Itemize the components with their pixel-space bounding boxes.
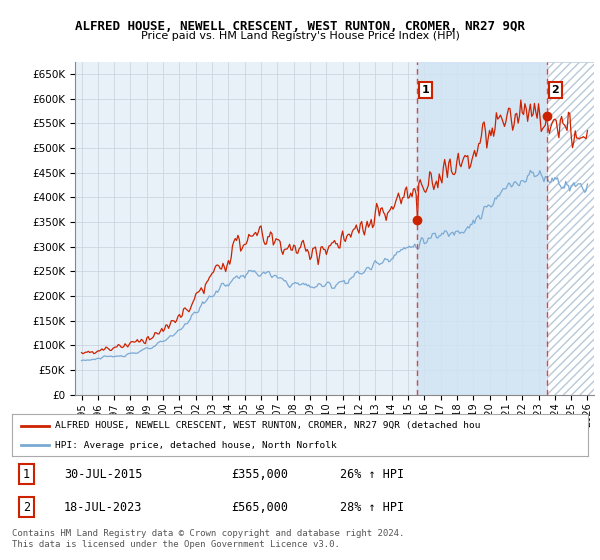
Text: ALFRED HOUSE, NEWELL CRESCENT, WEST RUNTON, CROMER, NR27 9QR: ALFRED HOUSE, NEWELL CRESCENT, WEST RUNT… [75,20,525,32]
Text: 1: 1 [23,468,30,480]
Text: £565,000: £565,000 [231,501,288,514]
Text: £355,000: £355,000 [231,468,288,480]
Text: Price paid vs. HM Land Registry's House Price Index (HPI): Price paid vs. HM Land Registry's House … [140,31,460,41]
Text: 18-JUL-2023: 18-JUL-2023 [64,501,142,514]
Text: 28% ↑ HPI: 28% ↑ HPI [340,501,404,514]
Text: 2: 2 [551,85,559,95]
Text: Contains HM Land Registry data © Crown copyright and database right 2024.
This d: Contains HM Land Registry data © Crown c… [12,529,404,549]
Text: 1: 1 [422,85,429,95]
Text: 26% ↑ HPI: 26% ↑ HPI [340,468,404,480]
Text: ALFRED HOUSE, NEWELL CRESCENT, WEST RUNTON, CROMER, NR27 9QR (detached hou: ALFRED HOUSE, NEWELL CRESCENT, WEST RUNT… [55,421,481,430]
Bar [547,62,596,395]
Text: HPI: Average price, detached house, North Norfolk: HPI: Average price, detached house, Nort… [55,441,337,450]
Text: 2: 2 [23,501,30,514]
Bar [417,62,547,395]
Text: 30-JUL-2015: 30-JUL-2015 [64,468,142,480]
